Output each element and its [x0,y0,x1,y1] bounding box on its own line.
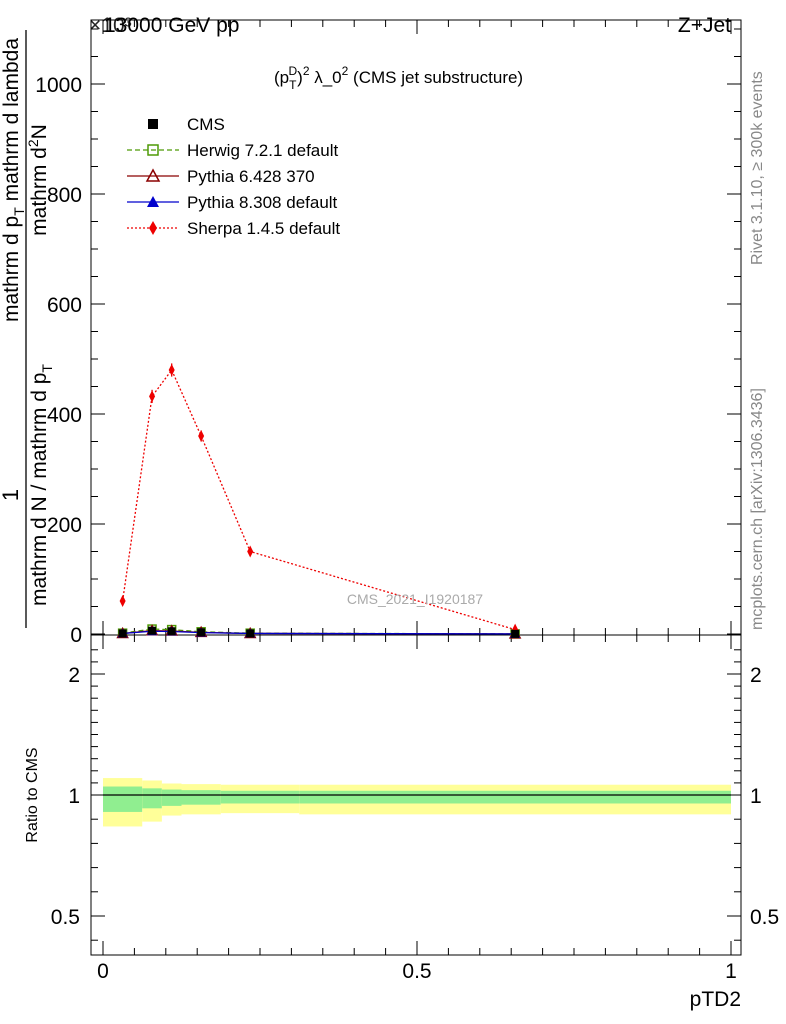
ratio-bands [103,778,731,827]
x-tick-label: 0 [97,960,109,983]
ylabel-top-a: mathrm d [28,147,51,236]
data-point [246,629,255,638]
ratio-inner-band [142,788,162,809]
ratio-y-tick-label-left: 0.5 [51,906,80,929]
series-line-4 [121,368,516,631]
title-sub: T [289,78,297,92]
ratio-inner-band [161,789,182,806]
data-point [167,627,176,636]
series-layer [116,363,522,639]
ratio-inner-band [220,790,300,804]
data-point [118,629,127,638]
ratio-y-tick-label-right: 2 [750,664,762,687]
legend-marker [149,221,157,235]
ratio-y-tick-label-left: 2 [68,664,80,687]
legend: CMS Herwig 7.2.1 default Pythia 6.428 370 P… [127,115,340,238]
y-tick-label: 400 [47,404,82,427]
ratio-y-tick-label-right: 0.5 [750,906,779,929]
title-tail: (CMS jet substructure) [348,68,523,87]
data-point [247,545,254,558]
ylabel-top-b: N [28,124,51,139]
rivet-label: Rivet 3.1.10, ≥ 300k events [749,71,766,265]
y-tick-label: 200 [47,514,82,537]
legend-marker [147,144,159,156]
ratio-y-axis: 0.5 0.5 1 1 2 2 [51,649,779,941]
series-line-3 [122,630,516,635]
legend-label: Sherpa 1.4.5 default [187,219,340,238]
main-y-label: 1 mathrm d N / mathrm d pT mathrm d pT m… [0,30,55,628]
ylabel-numer-b: mathrm d lambda [0,38,23,208]
title-close: ) [297,68,303,87]
ylabel-denom-sub: T [39,364,55,373]
ylabel-numer-a: mathrm d p [0,216,23,322]
legend-marker [147,196,159,207]
y-tick-label: 800 [47,184,82,207]
legend-label: CMS [187,115,225,134]
legend-label: Pythia 6.428 370 [187,167,315,186]
x-tick-label: 0.5 [402,960,431,983]
data-point [148,626,157,635]
mcplots-label: mcplots.cern.ch [arXiv:1306.3436] [749,388,766,630]
ylabel-denominator: mathrm d N / mathrm d pT [28,364,55,606]
ylabel-denom-text: mathrm d N / mathrm d p [28,373,51,606]
ratio-inner-band [103,786,143,812]
ylabel-numerator-one: 1 [0,489,23,501]
data-point [168,364,175,376]
plot-title: (pTD)2 λ_02 (CMS jet substructure) [274,64,523,92]
main-panel-frame [90,19,742,636]
data-point [197,628,206,637]
x-axis-label: pTD2 [690,988,741,1011]
ylabel-top: mathrm d2N [25,124,51,236]
main-x-axis-ticks [102,20,732,635]
title-exp: 2 [303,64,310,78]
y-tick-label: 0 [70,624,82,647]
data-point [511,629,520,638]
title-rest-exp: 2 [342,64,349,78]
ratio-y-label: Ratio to CMS [24,747,41,842]
data-point [198,430,205,442]
x-tick-label: 1 [725,960,737,983]
title-rest: λ_0 [310,68,342,87]
legend-label: Pythia 8.308 default [187,193,338,212]
ylabel-numerator: mathrm d pT mathrm d lambda [0,38,27,322]
main-y-axis: 0 200 400 600 800 1000 [35,28,741,647]
title-sup-d: D [288,64,297,78]
ratio-y-tick-label-left: 1 [68,785,80,808]
ratio-inner-band [181,790,221,805]
title-p: (p [274,68,289,87]
legend-label: Herwig 7.2.1 default [187,141,338,160]
ylabel-numer-a-sub: T [11,207,27,216]
process-label: Z+Jet [678,14,731,37]
data-point [119,595,126,607]
data-point [149,390,156,403]
ylabel-top-sup: 2 [25,139,41,147]
ratio-y-tick-label-right: 1 [750,785,762,808]
analysis-watermark: CMS_2021_I1920187 [347,591,483,607]
legend-marker [148,119,158,129]
y-tick-label: 1000 [35,74,82,97]
ratio-inner-band [299,790,731,804]
y-tick-label: 600 [47,294,82,317]
legend-marker [145,168,161,182]
y-exponent-label: ×10³ [89,14,132,37]
